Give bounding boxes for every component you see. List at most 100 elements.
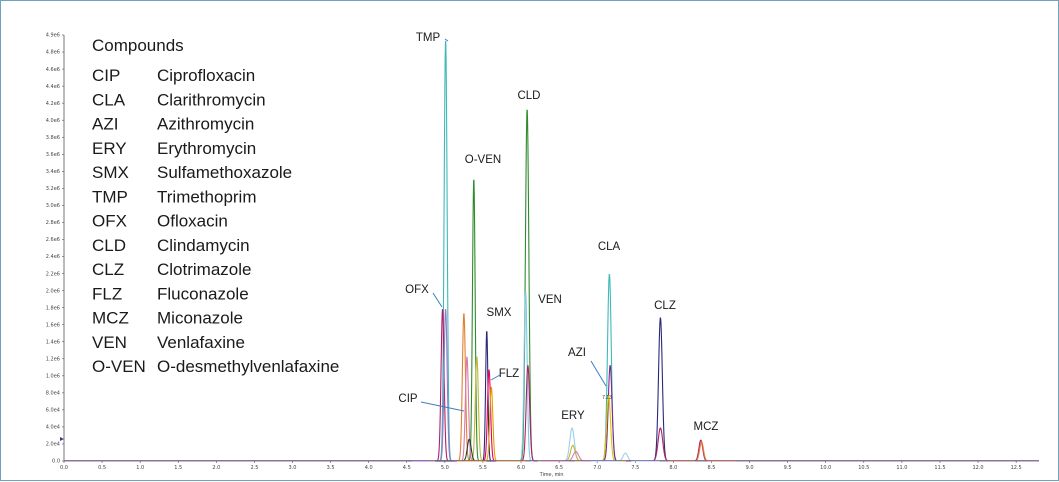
legend-abbreviation: CLA	[92, 90, 126, 109]
x-tick-label: 7.5	[631, 465, 639, 471]
y-tick-label: 6.0e4	[46, 408, 60, 414]
legend-item: VEN Venlafaxine	[92, 333, 245, 352]
x-tick-label: 11.0	[896, 465, 907, 471]
legend-compound-name: Ofloxacin	[157, 212, 228, 231]
legend-compound-name: Erythromycin	[157, 139, 256, 158]
legend-abbreviation: OFX	[92, 212, 127, 231]
legend-item: CIP Ciprofloxacin	[92, 66, 255, 85]
legend-compound-name: Fluconazole	[157, 284, 249, 303]
x-tick-label: 0.0	[60, 465, 68, 471]
annotation-leader-line	[444, 38, 449, 42]
y-tick-label: 2.2e6	[46, 271, 60, 277]
y-tick-label: 3.8e6	[46, 135, 60, 141]
legend-abbreviation: FLZ	[92, 284, 122, 303]
peak-label: VEN	[538, 294, 562, 306]
peak-label: OFX	[405, 284, 429, 296]
legend-item: O-VEN O-desmethylvenlafaxine	[92, 357, 339, 376]
peak-label: ERY	[561, 410, 585, 422]
x-tick-label: 5.0	[441, 465, 449, 471]
x-tick-label: 3.5	[327, 465, 335, 471]
y-tick-label: 1.0e6	[46, 374, 60, 380]
legend-abbreviation: ERY	[92, 139, 127, 158]
chromatogram-trace	[537, 427, 607, 462]
x-tick-label: 4.5	[403, 465, 411, 471]
x-tick-label: 3.0	[289, 465, 297, 471]
legend-abbreviation: TMP	[92, 187, 128, 206]
y-axis-marker-icon	[60, 437, 64, 441]
legend-compound-name: Trimethoprim	[157, 187, 257, 206]
y-tick-label: 4.0e6	[46, 118, 60, 124]
x-tick-label: 7.0	[593, 465, 601, 471]
annotation-leader-line	[490, 374, 501, 381]
peak-label: MCZ	[694, 421, 719, 433]
legend-item: SMX Sulfamethoxazole	[92, 163, 292, 182]
legend-compound-name: Clotrimazole	[157, 260, 251, 279]
legend-compound-name: Clarithromycin	[157, 90, 266, 109]
x-tick-label: 2.0	[212, 465, 220, 471]
y-tick-label: 4.4e6	[46, 84, 60, 90]
y-tick-label: 4.2e6	[46, 101, 60, 107]
x-tick-label: 2.5	[250, 465, 258, 471]
legend-compound-name: Sulfamethoxazole	[157, 163, 292, 182]
y-tick-label: 2.4e6	[46, 254, 60, 260]
x-tick-label: 4.0	[365, 465, 373, 471]
legend-item: TMP Trimethoprim	[92, 187, 257, 206]
axes: 0.0 0.5 1.0 1.5 2.0 2.5 3.0 3.5 4.0 4.5 5.0 5.5 6.0 6…	[46, 33, 1039, 478]
legend-abbreviation: CLD	[92, 236, 126, 255]
peak-label: SMX	[487, 307, 512, 319]
y-tick-label: 1.6e6	[46, 322, 60, 328]
legend-item: CLZ Clotrimazole	[92, 260, 251, 279]
legend-abbreviation: CIP	[92, 66, 120, 85]
peak-label: CIP	[398, 393, 418, 405]
y-tick-label: 4.8e6	[46, 50, 60, 56]
x-tick-label: 12.5	[1011, 465, 1022, 471]
y-tick-label: 3.0e6	[46, 203, 60, 209]
y-tick-label: 4.6e6	[46, 67, 60, 73]
y-tick-label: 1.8e6	[46, 305, 60, 311]
chromatogram-trace	[538, 444, 608, 462]
peak-label: AZI	[568, 347, 586, 359]
legend-compound-name: Clindamycin	[157, 236, 250, 255]
y-tick-label: 3.2e6	[46, 186, 60, 192]
annotation-leader-line	[420, 401, 465, 412]
y-tick-label: 2.8e6	[46, 220, 60, 226]
legend-item: AZI Azithromycin	[92, 115, 254, 134]
legend-item: CLA Clarithromycin	[92, 90, 266, 109]
y-tick-label: 0.0	[52, 459, 60, 465]
y-tick-label: 2.6e6	[46, 237, 60, 243]
x-tick-label: 1.5	[174, 465, 182, 471]
y-tick-label: 4.0e4	[46, 425, 60, 431]
x-tick-label: 6.0	[517, 465, 525, 471]
chromatogram-trace	[667, 441, 736, 462]
legend-item: MCZ Miconazole	[92, 309, 243, 328]
x-tick-label: 10.5	[858, 465, 869, 471]
legend-abbreviation: SMX	[92, 163, 129, 182]
x-tick-label: 8.5	[707, 465, 715, 471]
y-tick-label: 1.2e6	[46, 356, 60, 362]
chromatogram-trace	[626, 317, 695, 462]
chromatogram-trace	[439, 179, 509, 462]
legend-item: CLD Clindamycin	[92, 236, 250, 255]
legend-abbreviation: AZI	[92, 115, 118, 134]
x-axis-title: Time, min	[540, 472, 564, 478]
x-tick-label: 8.0	[669, 465, 677, 471]
legend-compound-name: O-desmethylvenlafaxine	[157, 357, 339, 376]
peak-annotations: TMP CLD O-VEN CLA CLZ OFX SMX VEN AZI FLZ CIP ERY MC…	[398, 32, 718, 433]
y-tick-label: 2.0e6	[46, 288, 60, 294]
x-tick-label: 6.5	[555, 465, 563, 471]
legend-title: Compounds	[92, 36, 184, 55]
legend-item: ERY Erythromycin	[92, 139, 256, 158]
compound-legend: Compounds CIP Ciprofloxacin CLA Clarithromyc…	[92, 36, 339, 376]
legend-item: OFX Ofloxacin	[92, 212, 228, 231]
peak-label: CLA	[598, 241, 621, 253]
legend-abbreviation: VEN	[92, 333, 127, 352]
legend-compound-name: Miconazole	[157, 309, 243, 328]
x-tick-label: 1.0	[136, 465, 144, 471]
x-tick-label: 5.5	[479, 465, 487, 471]
peak-label: TMP	[416, 32, 441, 44]
x-tick-label: 9.0	[746, 465, 754, 471]
y-tick-label: 1.4e6	[46, 339, 60, 345]
legend-compound-name: Ciprofloxacin	[157, 66, 255, 85]
